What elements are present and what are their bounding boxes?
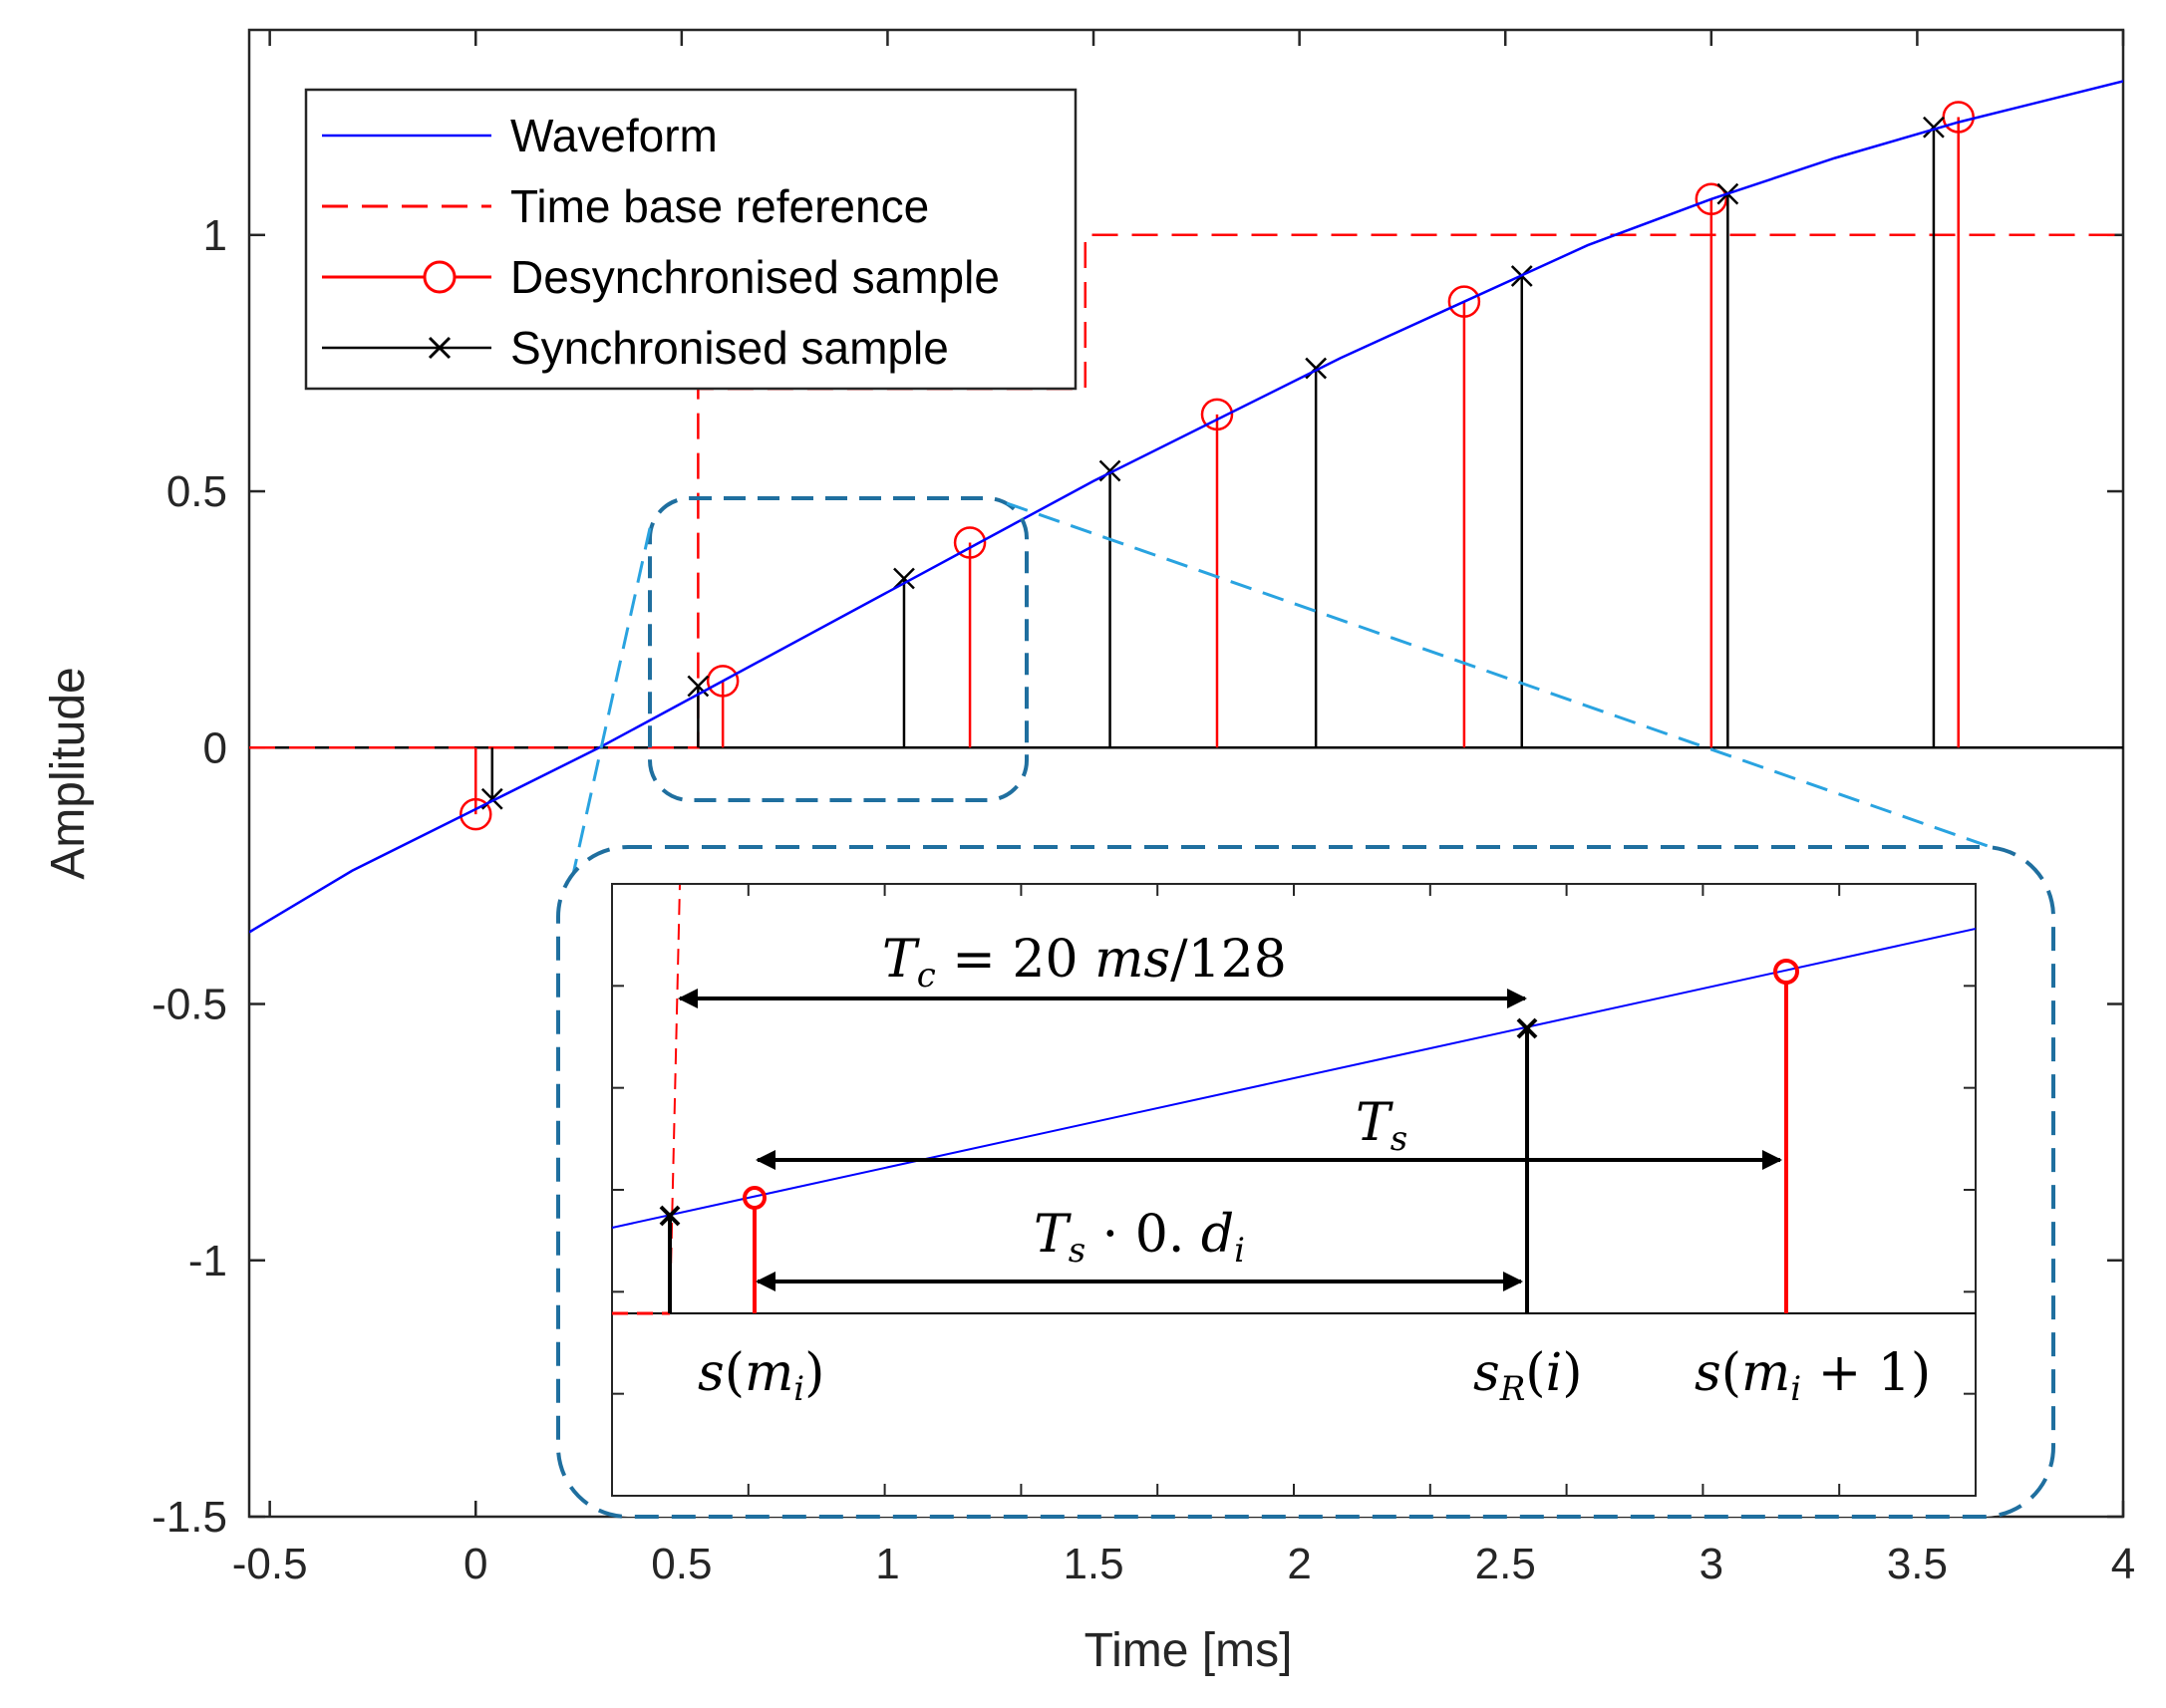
x-tick-label: 0.5 — [651, 1540, 712, 1588]
x-tick-label: 2 — [1287, 1540, 1311, 1588]
inset-sync-marker-2 — [1516, 1017, 1538, 1039]
inset-waveform-line — [612, 928, 1976, 1229]
ts-label: Ts — [1356, 1093, 1407, 1159]
x-tick-label: 4 — [2111, 1540, 2135, 1588]
legend-label-sync: Synchronised sample — [510, 322, 949, 374]
waveform-line — [249, 80, 2123, 934]
inset: Tc = 20 ms/128 Ts Ts · 0. di s(mi) sR(i)… — [556, 845, 2055, 1519]
desynchronised-samples — [460, 101, 1975, 831]
ts-di-label: Ts · 0. di — [1034, 1205, 1245, 1271]
x-tick-label: 1 — [875, 1540, 899, 1588]
desync-marker — [1200, 398, 1234, 431]
inset-ticks — [612, 884, 1976, 1496]
legend-label-reference: Time base reference — [510, 180, 929, 232]
x-tick-label: 2.5 — [1475, 1540, 1536, 1588]
y-tick-label: -1 — [188, 1237, 227, 1285]
y-tick-label: 0.5 — [166, 467, 227, 516]
x-tick-label: 0 — [464, 1540, 487, 1588]
inset-plot-area — [611, 883, 1977, 1497]
legend-label-waveform: Waveform — [510, 110, 718, 161]
y-tick-label: -1.5 — [152, 1493, 227, 1542]
desync-marker — [706, 665, 740, 698]
legend-box — [304, 88, 1078, 391]
y-tick-label: 0 — [203, 723, 227, 772]
desync-marker — [1695, 182, 1728, 216]
inset-reference-vertical — [669, 884, 681, 1314]
x-tick-label: 3 — [1700, 1540, 1723, 1588]
x-axis-label: Time [ms] — [1084, 1624, 1293, 1677]
y-tick-label: -0.5 — [152, 981, 227, 1029]
sync-marker — [893, 567, 915, 590]
tc-label: Tc = 20 ms/128 — [882, 930, 1287, 996]
desync-marker — [460, 797, 492, 831]
sync-marker — [1923, 116, 1945, 139]
y-axis: -1.5 -1 -0.5 0 0.5 1 — [152, 211, 2123, 1542]
x-axis: -0.5 0 0.5 1 1.5 2 2.5 3 3.5 4 — [232, 30, 2135, 1588]
legend-label-desync: Desynchronised sample — [510, 251, 1000, 303]
inset-desync-marker-2 — [1773, 959, 1799, 985]
x-tick-label: 1.5 — [1063, 1540, 1123, 1588]
zoom-connector-left — [566, 527, 652, 898]
x-tick-label: 3.5 — [1887, 1540, 1948, 1588]
y-tick-label: 1 — [203, 211, 227, 260]
zoom-region-box — [648, 496, 1029, 802]
legend-cross-icon — [428, 336, 452, 360]
sync-marker — [687, 675, 710, 698]
zoom-connector-right — [1006, 501, 2014, 857]
sr-i-label: sR(i) — [1473, 1343, 1583, 1409]
s-mi1-label: s(mi + 1) — [1695, 1343, 1931, 1409]
legend-circle-icon — [423, 260, 457, 294]
desync-marker — [953, 526, 987, 559]
x-tick-label: -0.5 — [232, 1540, 308, 1588]
inset-sync-marker-1 — [659, 1205, 681, 1227]
inset-desync-marker-1 — [743, 1186, 767, 1210]
desync-marker — [1447, 285, 1481, 318]
desync-marker — [1942, 101, 1975, 134]
legend: Waveform Time base reference Desynchroni… — [304, 88, 1078, 391]
s-mi-label: s(mi) — [698, 1343, 824, 1409]
y-axis-label: Amplitude — [42, 667, 95, 879]
